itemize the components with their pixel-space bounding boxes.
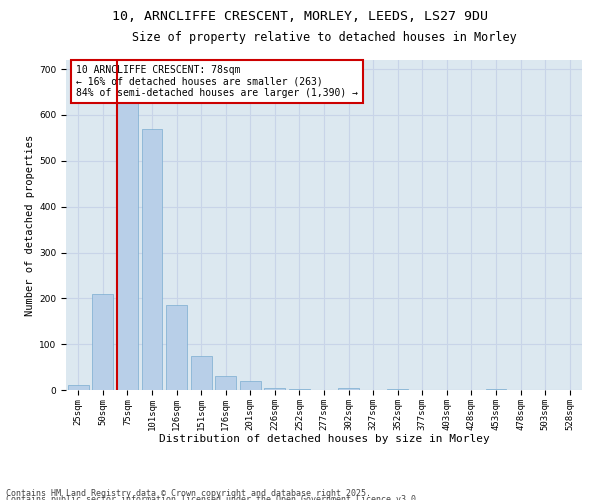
Text: 10 ARNCLIFFE CRESCENT: 78sqm
← 16% of detached houses are smaller (263)
84% of s: 10 ARNCLIFFE CRESCENT: 78sqm ← 16% of de…	[76, 65, 358, 98]
Bar	[485, 388, 506, 390]
X-axis label: Distribution of detached houses by size in Morley: Distribution of detached houses by size …	[158, 434, 490, 444]
Bar	[289, 388, 310, 390]
Bar	[215, 376, 236, 390]
Bar	[191, 356, 212, 390]
Bar	[265, 388, 286, 390]
Bar	[117, 88, 138, 390]
Bar	[387, 388, 408, 390]
Bar	[338, 388, 359, 390]
Text: 10, ARNCLIFFE CRESCENT, MORLEY, LEEDS, LS27 9DU: 10, ARNCLIFFE CRESCENT, MORLEY, LEEDS, L…	[112, 10, 488, 23]
Bar	[92, 294, 113, 390]
Bar	[68, 386, 89, 390]
Bar	[166, 305, 187, 390]
Title: Size of property relative to detached houses in Morley: Size of property relative to detached ho…	[131, 30, 517, 44]
Text: Contains HM Land Registry data © Crown copyright and database right 2025.: Contains HM Land Registry data © Crown c…	[6, 488, 371, 498]
Bar	[240, 381, 261, 390]
Text: Contains public sector information licensed under the Open Government Licence v3: Contains public sector information licen…	[6, 495, 421, 500]
Y-axis label: Number of detached properties: Number of detached properties	[25, 134, 35, 316]
Bar	[142, 128, 163, 390]
